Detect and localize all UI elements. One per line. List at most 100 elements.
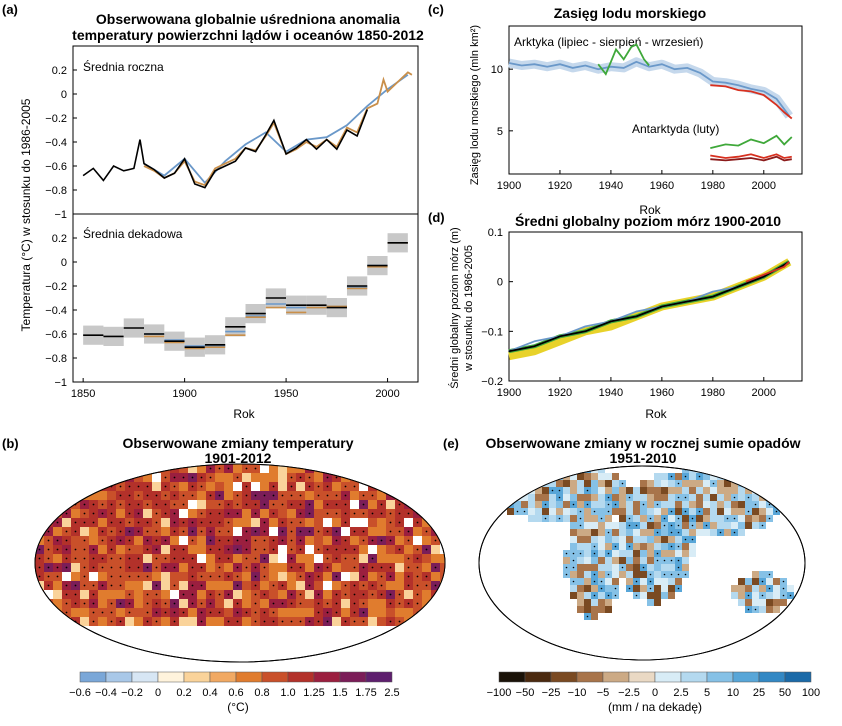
map-b-dot: [56, 566, 59, 569]
map-b-cell: [71, 482, 80, 491]
map-b-cell: [206, 563, 215, 572]
chart-d-ytick-label-0: 0.1: [488, 227, 503, 239]
map-b-cell: [233, 464, 242, 473]
map-e-cell: [605, 515, 612, 522]
map-b-cell: [53, 554, 62, 563]
map-b-dot: [155, 467, 158, 470]
chart-d-ytick-label-2: −0.1: [481, 326, 503, 338]
map-e-cell: [640, 536, 647, 543]
map-e-dot: [726, 517, 729, 520]
chart-d-xtick-label-4: 1980: [701, 387, 725, 399]
map-b-dot: [119, 584, 122, 587]
map-b-dot: [65, 593, 68, 596]
map-b-dot: [308, 485, 311, 488]
map-b-dot: [407, 503, 410, 506]
map-b-dot: [128, 512, 131, 515]
map-e-dot: [789, 594, 792, 597]
map-e-cell: [668, 592, 675, 599]
map-b-dot: [101, 557, 104, 560]
map-e-cell: [535, 480, 542, 487]
map-b-dot: [146, 611, 149, 614]
map-b-dot: [110, 575, 113, 578]
map-b-cell: [278, 608, 287, 617]
map-b-cell: [359, 464, 368, 473]
map-b-dot: [218, 593, 221, 596]
map-b-cell: [368, 599, 377, 608]
map-e-dot: [523, 510, 526, 513]
map-b-dot: [245, 539, 248, 542]
map-b-cell: [440, 464, 445, 473]
map-e-cell: [668, 487, 675, 494]
map-b-dot: [155, 584, 158, 587]
map-b-cell: [224, 581, 233, 590]
map-e-dot: [684, 510, 687, 513]
map-b-dot: [425, 548, 428, 551]
map-e-cell: [626, 571, 633, 578]
map-e-cell: [605, 606, 612, 613]
chart-a-annual-orange-line: [143, 71, 413, 187]
map-b-cell: [98, 473, 107, 482]
map-e-cell: [696, 529, 703, 536]
map-e-cell: [633, 494, 640, 501]
map-b-cell: [341, 464, 350, 473]
map-b-dot: [119, 494, 122, 497]
map-e-cell: [563, 480, 570, 487]
map-e-colorbar-tick-0: −100: [487, 687, 512, 699]
map-e-dot: [677, 524, 680, 527]
map-b-cell: [89, 464, 98, 473]
map-b-dot: [299, 620, 302, 623]
map-b-dot: [326, 557, 329, 560]
map-b-dot: [191, 602, 194, 605]
map-b-cell: [143, 464, 152, 473]
map-e-cell: [738, 599, 745, 606]
map-b-dot: [254, 611, 257, 614]
map-b-dot: [110, 548, 113, 551]
map-e-cell: [535, 466, 542, 473]
map-b-cell: [305, 536, 314, 545]
map-b-cell: [71, 509, 80, 518]
map-b-cell: [179, 464, 188, 473]
map-e-cell: [766, 487, 773, 494]
map-e-dot: [586, 503, 589, 506]
map-b-dot: [146, 566, 149, 569]
map-b-dot: [290, 539, 293, 542]
map-b-dot: [137, 530, 140, 533]
map-e-cell: [654, 473, 661, 480]
map-e-cell: [689, 466, 696, 473]
map-e-dot: [754, 503, 757, 506]
map-b-dot: [56, 494, 59, 497]
map-b-dot: [308, 620, 311, 623]
map-e-cell: [570, 543, 577, 550]
map-e-cell: [626, 529, 633, 536]
map-e-cell: [668, 564, 675, 571]
map-b-dot: [218, 494, 221, 497]
map-b-cell: [161, 581, 170, 590]
map-b-cell: [332, 518, 341, 527]
map-b-cell: [116, 509, 125, 518]
map-e-cell: [584, 480, 591, 487]
map-e-cell: [584, 536, 591, 543]
map-e-cell: [633, 564, 640, 571]
map-e-dot: [677, 517, 680, 520]
map-b-dot: [281, 494, 284, 497]
map-b-dot: [380, 503, 383, 506]
map-b-cell: [413, 482, 422, 491]
map-b-dot: [299, 476, 302, 479]
map-b-dot: [155, 548, 158, 551]
map-b-cell: [440, 518, 445, 527]
map-b-colorbar-tick-12: 2.5: [384, 687, 399, 699]
map-e-cell: [612, 473, 619, 480]
map-b-cell: [242, 581, 251, 590]
map-b-dot: [164, 476, 167, 479]
map-b-dot: [371, 557, 374, 560]
map-e-dot: [698, 475, 701, 478]
map-b-dot: [38, 503, 41, 506]
map-e-dot: [628, 517, 631, 520]
map-b-cell: [422, 608, 431, 617]
map-b-cell: [413, 473, 422, 482]
map-b-dot: [434, 512, 437, 515]
map-e-dot: [656, 503, 659, 506]
map-b-cell: [188, 545, 197, 554]
map-e-dot: [719, 531, 722, 534]
